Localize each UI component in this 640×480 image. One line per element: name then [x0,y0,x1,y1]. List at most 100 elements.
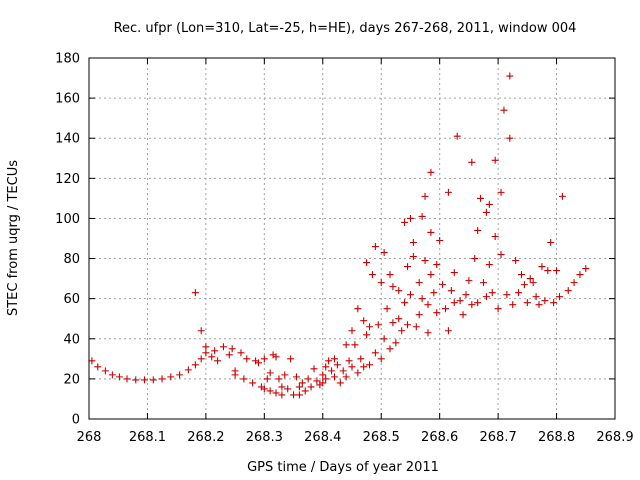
data-point [421,192,429,200]
data-point [272,389,280,397]
data-point [506,72,514,80]
data-point [500,106,508,114]
data-point [307,383,315,391]
data-point [371,349,379,357]
data-point [167,373,175,381]
data-point [401,299,409,307]
data-point [421,257,429,265]
data-point [374,321,382,329]
data-point [295,391,303,399]
data-point [450,269,458,277]
data-point [287,355,295,363]
data-point [281,371,289,379]
data-point [342,341,350,349]
data-point [304,375,312,383]
data-point [427,168,435,176]
data-point [471,255,479,263]
data-point [509,301,517,309]
y-tick-label: 40 [63,332,80,347]
data-point [368,271,376,279]
data-point [447,287,455,295]
data-point [214,357,222,365]
data-point [532,293,540,301]
data-point [485,261,493,269]
data-point [415,279,423,287]
data-point [465,277,473,285]
data-point [202,349,210,357]
data-point [415,311,423,319]
data-point [462,291,470,299]
data-point [228,345,236,353]
data-point [339,367,347,375]
data-point [491,232,499,240]
data-point [108,371,116,379]
data-point [219,343,227,351]
data-point [456,297,464,305]
data-point [450,299,458,307]
y-axis-label: STEC from uqrg / TECUs [6,160,21,316]
data-point [363,259,371,267]
data-point [389,283,397,291]
data-point [191,361,199,369]
data-point [357,355,365,363]
x-tick-label: 268.1 [129,430,166,445]
data-point [389,319,397,327]
data-point [418,212,426,220]
data-point [395,315,403,323]
data-point [570,279,578,287]
data-point [115,373,123,381]
data-point [517,271,525,279]
data-point [535,301,543,309]
data-point [363,331,371,339]
data-point [272,353,280,361]
data-point [404,263,412,271]
data-point [474,226,482,234]
data-point [453,132,461,140]
data-point [485,200,493,208]
data-point [474,299,482,307]
y-tick-label: 180 [55,52,80,67]
data-point [515,289,523,297]
data-point [433,309,441,317]
data-point [295,383,303,391]
data-point [191,289,199,297]
data-point [94,363,102,371]
x-tick-label: 268.2 [187,430,224,445]
data-point [427,228,435,236]
data-point [322,363,330,371]
data-point [582,265,590,273]
data-point [401,218,409,226]
data-point [330,373,338,381]
data-point [132,376,140,384]
data-point [383,305,391,313]
data-point [101,367,109,375]
data-point [240,375,248,383]
data-point [313,377,321,385]
data-point [512,257,520,265]
data-point [506,134,514,142]
data-point [211,347,219,355]
data-point [494,305,502,313]
data-point [424,329,432,337]
data-point [354,305,362,313]
data-point [444,327,452,335]
data-point [237,349,245,357]
data-point [290,391,298,399]
data-point [409,253,417,261]
data-point [275,375,283,383]
data-point [538,263,546,271]
data-point [436,237,444,245]
data-point [576,271,584,279]
data-point [564,287,572,295]
y-tick-label: 20 [63,372,80,387]
y-tick-label: 120 [55,172,80,187]
data-point [409,239,417,247]
data-point [345,357,353,365]
data-point [336,379,344,387]
data-point [292,373,300,381]
data-point [260,385,268,393]
data-point [197,327,205,335]
x-tick-label: 268 [77,430,102,445]
data-point [176,371,184,379]
